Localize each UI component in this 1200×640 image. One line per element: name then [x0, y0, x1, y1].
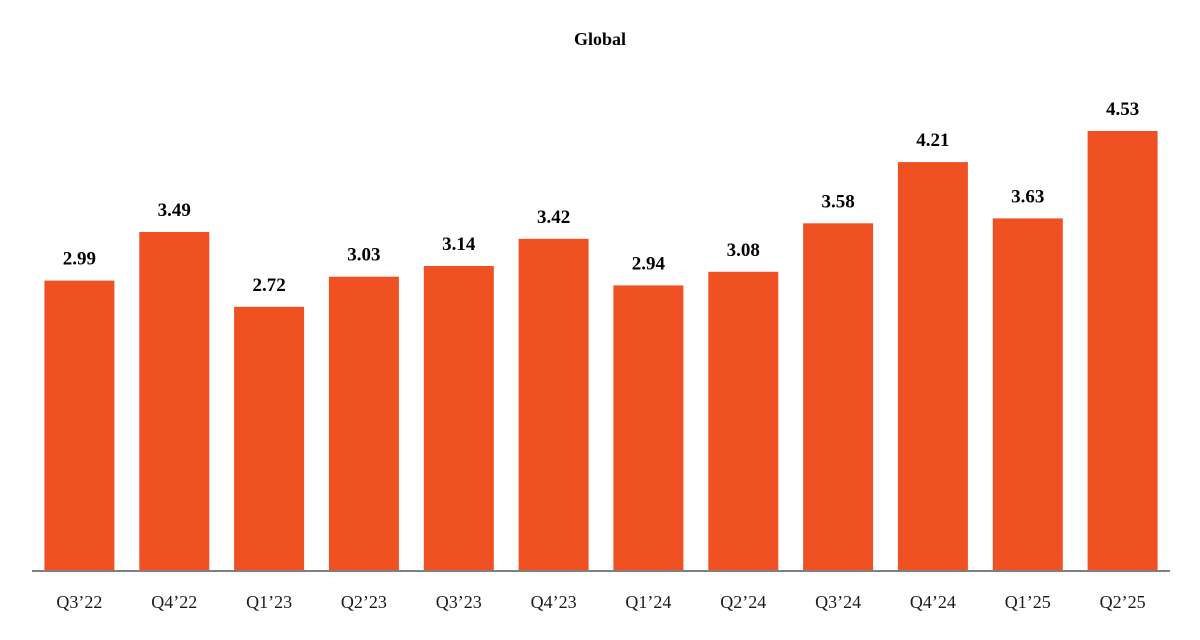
- bar-value-label: 4.21: [916, 130, 949, 151]
- bar: [708, 271, 779, 571]
- x-tick-labels-group: Q3’22 Q4’22 Q1’23 Q2’23 Q3’23 Q4’23 Q1’24 Q2’24…: [56, 592, 1145, 612]
- x-tick-label: Q1’25: [1005, 592, 1051, 612]
- bar: [897, 162, 968, 571]
- bar: [328, 276, 399, 571]
- x-tick-label: Q4’22: [151, 592, 197, 612]
- bar: [234, 306, 305, 571]
- x-tick-label: Q2’24: [720, 592, 766, 612]
- x-tick-label: Q1’24: [625, 592, 671, 612]
- bars-group: [44, 131, 1158, 572]
- x-tick-label: Q1’23: [246, 592, 292, 612]
- bar-value-label: 2.99: [63, 249, 96, 270]
- bar-value-label: 3.08: [727, 240, 760, 261]
- bar-value-label: 3.63: [1011, 186, 1044, 207]
- x-tick-label: Q4’24: [910, 592, 956, 612]
- x-tick-label: Q4’23: [531, 592, 577, 612]
- bar: [803, 223, 874, 572]
- bar-value-label: 2.72: [252, 275, 285, 296]
- bar: [613, 285, 684, 571]
- x-tick-label: Q3’24: [815, 592, 861, 612]
- bar: [992, 218, 1063, 571]
- bar: [44, 280, 115, 571]
- bar: [1087, 131, 1158, 571]
- bar: [139, 232, 210, 571]
- x-tick-label: Q3’22: [56, 592, 102, 612]
- chart-title: Global: [574, 29, 626, 49]
- bar-value-label: 3.42: [537, 207, 570, 228]
- bar: [423, 266, 494, 571]
- x-tick-label: Q3’23: [436, 592, 482, 612]
- bar-value-label: 3.58: [821, 191, 854, 212]
- x-tick-label: Q2’23: [341, 592, 387, 612]
- value-labels-group: 2.99 3.49 2.72 3.03 3.14 3.42 2.94 3.08 3.58 4.21…: [63, 99, 1139, 296]
- x-tick-label: Q2’25: [1100, 592, 1146, 612]
- bar-value-label: 2.94: [632, 253, 666, 274]
- bar-value-label: 3.49: [158, 200, 191, 221]
- bar-value-label: 4.53: [1106, 99, 1139, 120]
- bar-value-label: 3.03: [347, 245, 380, 266]
- bar: [518, 238, 589, 572]
- bar-value-label: 3.14: [442, 234, 476, 255]
